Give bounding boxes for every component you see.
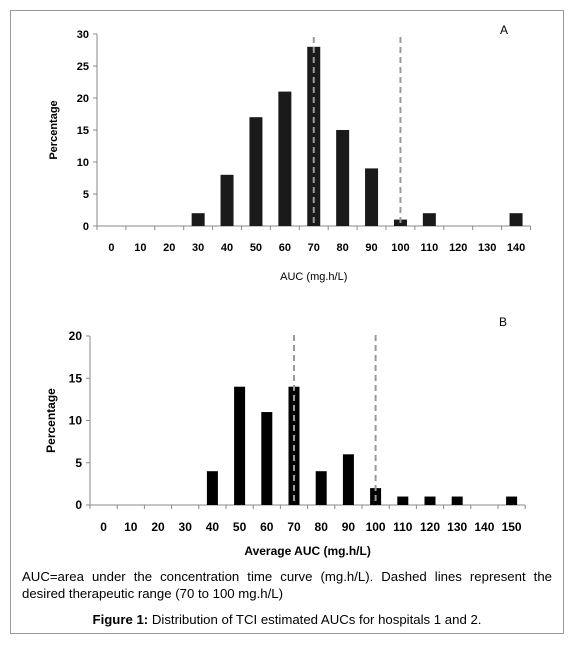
panel-b-y-tick-label: 10	[69, 414, 83, 428]
figure-label: Figure 1:	[92, 612, 149, 627]
panel-b-x-tick-label: 40	[206, 520, 220, 534]
panel-b-bar-120	[424, 496, 436, 505]
panel-a-y-tick-label: 20	[77, 93, 89, 105]
panel-a-x-tick-label: 110	[420, 242, 438, 254]
panel-a-x-tick-label: 0	[108, 242, 114, 254]
panel-a-x-tick-label: 70	[308, 242, 320, 254]
panel-b-bar-80	[315, 471, 327, 505]
panel-a-x-tick-label: 40	[221, 242, 233, 254]
panel-b-x-tick-label: 10	[124, 520, 138, 534]
panel-b-bar-40	[206, 471, 218, 505]
panel-b-y-tick-label: 5	[75, 456, 82, 470]
panel-a-x-tick-label: 30	[192, 242, 204, 254]
panel-b-x-tick-label: 90	[342, 520, 356, 534]
panel-a-y-tick-label: 0	[83, 221, 89, 233]
panel-b-y-tick-label: 20	[69, 329, 83, 343]
panel-a-y-tick-label: 25	[77, 61, 89, 73]
panel-b-panel-label: B	[499, 315, 507, 329]
panel-b-x-tick-label: 70	[287, 520, 301, 534]
panel-a-y-tick-label: 15	[77, 125, 89, 137]
panel-a-x-axis-label: AUC (mg.h/L)	[280, 271, 347, 283]
panel-a-bar-140	[509, 213, 523, 226]
panel-a-x-tick-label: 60	[279, 242, 291, 254]
panel-b-bar-130	[451, 496, 463, 505]
panel-a-y-tick-label: 10	[77, 157, 89, 169]
panel-a-x-tick-label: 100	[391, 242, 409, 254]
panel-b-bar-90	[342, 454, 354, 505]
panel-a-bar-40	[220, 174, 234, 226]
panel-b-bar-110	[397, 496, 409, 505]
panel-a-y-tick-label: 30	[77, 29, 89, 41]
panel-b-x-axis-label: Average AUC (mg.h/L)	[244, 544, 370, 558]
panel-b-x-tick-label: 130	[447, 520, 467, 534]
panel-a-y-axis-label: Percentage	[48, 100, 60, 159]
figure-note: AUC=area under the concentration time cu…	[22, 569, 552, 601]
panel-a-x-tick-label: 120	[449, 242, 467, 254]
panel-a-x-tick-label: 130	[478, 242, 496, 254]
panel-b-bar-150	[506, 496, 518, 505]
figure-frame	[10, 10, 564, 634]
panel-b-x-tick-label: 60	[260, 520, 274, 534]
panel-a-bar-50	[249, 117, 263, 226]
panel-a-x-tick-label: 90	[365, 242, 377, 254]
panel-b-x-tick-label: 30	[179, 520, 193, 534]
panel-a-bar-90	[365, 168, 379, 226]
panel-b-y-axis-label: Percentage	[44, 388, 58, 453]
panel-b-y-tick-label: 0	[75, 498, 82, 512]
panel-a-panel-label: A	[500, 23, 508, 37]
panel-a-bar-30	[191, 213, 205, 226]
panel-a-bar-70	[307, 46, 321, 226]
figure-caption: Figure 1: Distribution of TCI estimated …	[10, 612, 564, 627]
panel-b-bar-50	[234, 386, 246, 505]
panel-a-bar-60	[278, 91, 292, 226]
panel-b-x-tick-label: 20	[151, 520, 165, 534]
panel-b-x-tick-label: 140	[474, 520, 494, 534]
panel-b-x-tick-label: 110	[393, 520, 413, 534]
panel-a-y-tick-label: 5	[83, 189, 89, 201]
panel-a-x-tick-label: 50	[250, 242, 262, 254]
panel-b-x-tick-label: 150	[502, 520, 522, 534]
panel-a-x-tick-label: 10	[134, 242, 146, 254]
panel-b-x-tick-label: 50	[233, 520, 247, 534]
panel-a-x-tick-label: 20	[163, 242, 175, 254]
panel-a-x-tick-label: 140	[507, 242, 525, 254]
panel-b-bar-60	[261, 412, 273, 505]
panel-b-x-tick-label: 100	[366, 520, 386, 534]
panel-a-bar-110	[422, 213, 436, 226]
panel-b-x-tick-label: 0	[100, 520, 107, 534]
panel-a-x-tick-label: 80	[337, 242, 349, 254]
figure-caption-text: Distribution of TCI estimated AUCs for h…	[148, 612, 482, 627]
panel-a-bar-80	[336, 130, 350, 226]
panel-b-x-tick-label: 120	[420, 520, 440, 534]
panel-b-x-tick-label: 80	[315, 520, 329, 534]
panel-b-y-tick-label: 15	[69, 371, 83, 385]
